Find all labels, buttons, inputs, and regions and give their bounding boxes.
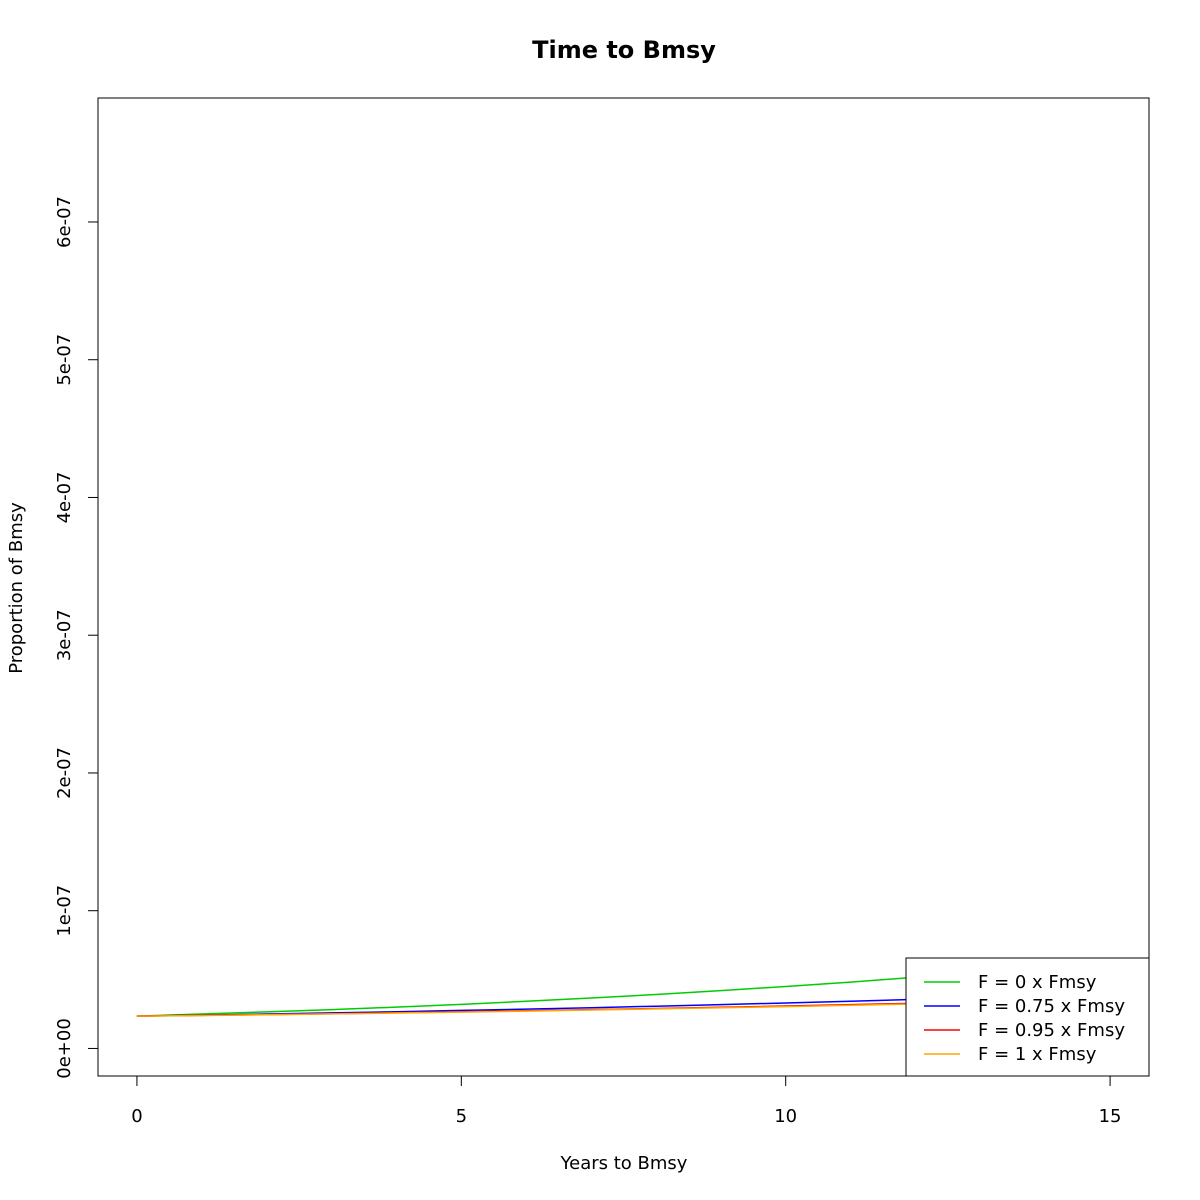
- legend-label: F = 0.95 x Fmsy: [978, 1020, 1125, 1041]
- x-tick-label: 10: [774, 1106, 797, 1127]
- y-tick-label: 6e-07: [54, 196, 75, 248]
- chart-title: Time to Bmsy: [532, 36, 716, 64]
- y-tick-label: 5e-07: [54, 334, 75, 386]
- x-tick-label: 5: [456, 1106, 467, 1127]
- legend-label: F = 0 x Fmsy: [978, 972, 1097, 993]
- y-tick-label: 0e+00: [54, 1018, 75, 1079]
- legend-box: [905, 957, 1150, 1077]
- y-axis: 0e+00 1e-07 2e-07 3e-07 4e-07 5e-07 6e-07: [54, 196, 99, 1079]
- y-tick-label: 4e-07: [54, 471, 75, 523]
- legend-label: F = 1 x Fmsy: [978, 1044, 1097, 1065]
- x-tick-label: 0: [131, 1106, 142, 1127]
- legend: F = 0 x Fmsy F = 0.75 x Fmsy F = 0.95 x Fm…: [905, 957, 1150, 1077]
- x-axis-label: Years to Bmsy: [560, 1153, 688, 1174]
- y-tick-label: 1e-07: [54, 885, 75, 937]
- y-tick-label: 2e-07: [54, 747, 75, 799]
- y-tick-label: 3e-07: [54, 609, 75, 661]
- y-axis-label: Proportion of Bmsy: [6, 502, 27, 674]
- x-tick-label: 15: [1099, 1106, 1122, 1127]
- legend-label: F = 0.75 x Fmsy: [978, 996, 1125, 1017]
